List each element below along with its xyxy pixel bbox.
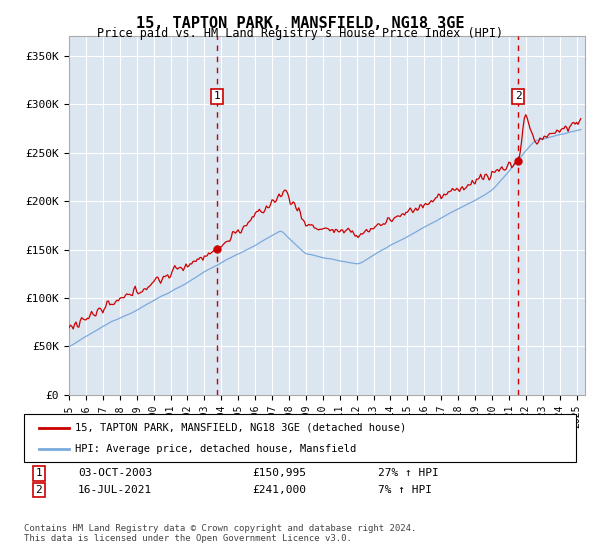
Text: 27% ↑ HPI: 27% ↑ HPI (378, 468, 439, 478)
Text: Contains HM Land Registry data © Crown copyright and database right 2024.
This d: Contains HM Land Registry data © Crown c… (24, 524, 416, 543)
Text: 1: 1 (35, 468, 43, 478)
Text: 03-OCT-2003: 03-OCT-2003 (78, 468, 152, 478)
Text: 15, TAPTON PARK, MANSFIELD, NG18 3GE (detached house): 15, TAPTON PARK, MANSFIELD, NG18 3GE (de… (75, 423, 406, 433)
Text: 15, TAPTON PARK, MANSFIELD, NG18 3GE: 15, TAPTON PARK, MANSFIELD, NG18 3GE (136, 16, 464, 31)
Text: 2: 2 (35, 485, 43, 495)
Text: 16-JUL-2021: 16-JUL-2021 (78, 485, 152, 495)
Text: HPI: Average price, detached house, Mansfield: HPI: Average price, detached house, Mans… (75, 444, 356, 454)
Text: £150,995: £150,995 (252, 468, 306, 478)
Text: £241,000: £241,000 (252, 485, 306, 495)
Text: 2: 2 (515, 91, 521, 101)
Text: 7% ↑ HPI: 7% ↑ HPI (378, 485, 432, 495)
Text: 1: 1 (214, 91, 220, 101)
Text: Price paid vs. HM Land Registry's House Price Index (HPI): Price paid vs. HM Land Registry's House … (97, 27, 503, 40)
